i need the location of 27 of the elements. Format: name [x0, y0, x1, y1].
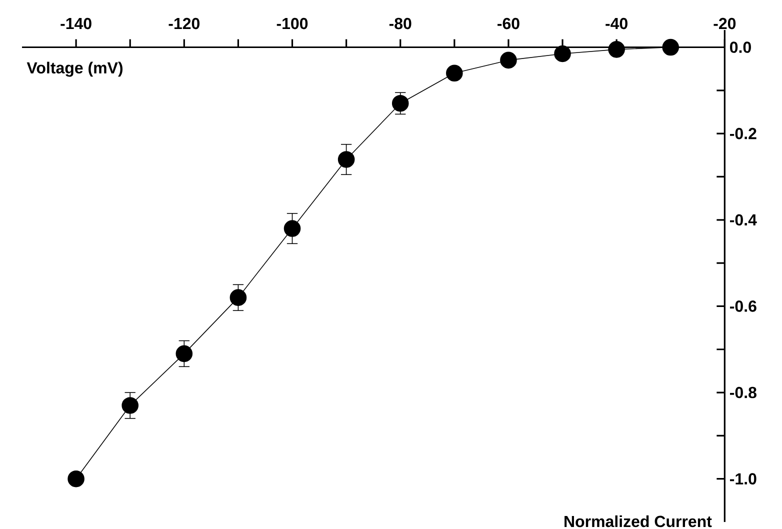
point	[230, 289, 247, 306]
point	[554, 45, 571, 62]
y-tick-label: -1.0	[730, 473, 756, 484]
y-tick-label: -0.2	[730, 128, 756, 140]
point	[176, 345, 193, 362]
point	[338, 151, 355, 168]
x-tick-label: -20	[714, 18, 736, 30]
x-axis-title: Voltage (mV)	[26, 62, 123, 77]
x-tick-label: -120	[168, 18, 200, 30]
point	[500, 52, 517, 69]
point	[122, 397, 139, 414]
x-tick-label: -60	[498, 18, 520, 30]
y-axis-title: Normalized Current	[564, 515, 712, 528]
x-tick-label: -40	[606, 18, 628, 30]
point	[662, 38, 680, 56]
point	[68, 470, 84, 488]
x-tick-label: -100	[276, 18, 308, 30]
x-tick-label: -80	[389, 18, 412, 30]
y-tick-label: 0.0	[730, 42, 751, 53]
y-tick-label: -0.6	[730, 300, 756, 312]
y-tick-label: -0.8	[730, 386, 756, 398]
point	[284, 220, 301, 237]
point	[608, 41, 625, 58]
x-tick-label: -140	[60, 18, 92, 30]
y-tick-label: -0.4	[730, 214, 757, 226]
point	[446, 64, 463, 82]
point	[392, 94, 409, 112]
